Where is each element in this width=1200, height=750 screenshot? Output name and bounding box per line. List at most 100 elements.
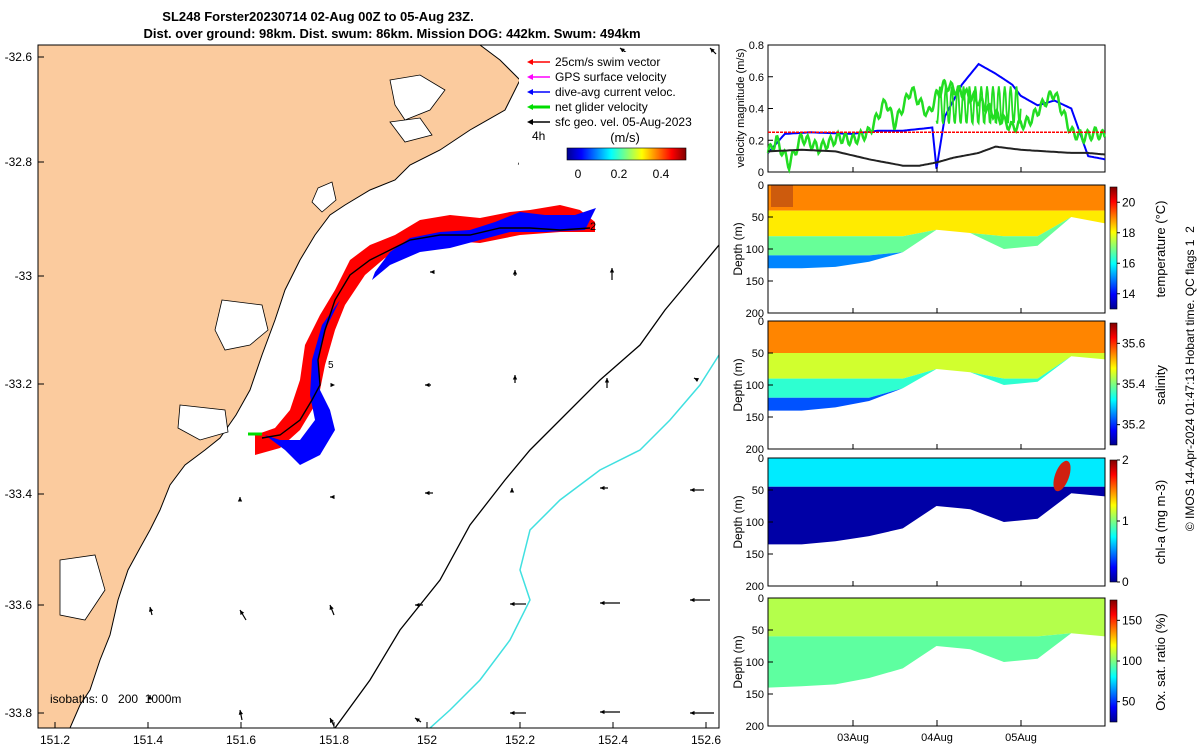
colorbar-tick-label: 0: [1122, 575, 1129, 589]
depth-tick-label: 50: [752, 625, 764, 637]
colorbar-tick-label: 2: [1122, 453, 1129, 467]
velocity-panel: 0 0.2 0.4 0.6 0.8 velocity magnitude (m/s): [735, 40, 1107, 179]
colorbar-label: Ox. sat. ratio (%): [1153, 613, 1168, 711]
geo-velocity-arrowhead: [512, 375, 518, 380]
legend-arrowhead: [527, 89, 533, 95]
lat-axis: -32.6 -32.8 -33 -33.2 -33.4 -33.6 -33.8: [5, 50, 44, 720]
lon-tick-label: 151.4: [133, 733, 163, 747]
geo-velocity-arrowhead: [609, 268, 615, 273]
lat-tick-label: -32.6: [5, 50, 33, 64]
legend-arrowhead: [527, 119, 533, 125]
title-line1: SL248 Forster20230714 02-Aug 00Z to 05-A…: [162, 9, 473, 24]
geo-velocity-arrowhead: [415, 602, 420, 608]
isobaths-label: isobaths: 0 200 1000m: [50, 692, 181, 706]
section-panel: 0 50 100 150 200 Depth (m) 50 100 150 Ox. sat. ra…: [731, 593, 1168, 733]
lake-3: [59, 554, 106, 621]
lon-axis: 151.2 151.4 151.6 151.8 152 152.2 152.4 152.6: [40, 722, 721, 747]
depth-tick-label: 100: [746, 657, 764, 669]
lat-tick-label: -33.4: [5, 487, 33, 501]
section-panel: 0 50 100 150 200 Depth (m) 14 16 18 20 temperature…: [731, 180, 1168, 320]
track-label-day5: 5: [328, 360, 334, 371]
depth-tick-label: 200: [746, 444, 764, 456]
footer-qc-text: QC flags 1 2: [1183, 226, 1197, 296]
lon-tick-label: 151.2: [40, 733, 70, 747]
velocity-series-line: [767, 62, 1106, 169]
depth-tick-label: 0: [758, 453, 764, 465]
section-layer: [768, 356, 1105, 411]
lat-tick-label: -33.2: [5, 377, 33, 391]
colorbar-tick-label: 100: [1122, 654, 1142, 668]
legend-label: GPS surface velocity: [555, 70, 666, 84]
geo-velocity-arrowhead: [238, 710, 244, 715]
section-colorbar: [1109, 459, 1118, 583]
legend-arrowhead: [527, 74, 533, 80]
depth-tick-label: 100: [746, 244, 764, 256]
colorbar-tick-2: 0.4: [653, 167, 670, 181]
geo-velocity-arrowhead: [690, 487, 695, 493]
lat-tick-label: -33: [15, 269, 33, 283]
isobath-1000m: [429, 354, 719, 728]
geo-velocity-arrowhead: [600, 709, 605, 715]
geo-velocity-arrowhead: [415, 718, 420, 723]
estuary-2: [389, 117, 433, 143]
geo-velocity-arrowhead: [237, 497, 243, 502]
section-panel: 0 50 100 150 200 Depth (m) 35.2 35.4 35.6 salinit…: [731, 316, 1168, 456]
geo-velocity-arrowhead: [620, 48, 625, 53]
colorbar-label: chl-a (mg m-3): [1153, 480, 1168, 565]
velocity-tick-label: 0.2: [749, 135, 764, 147]
colorbar-tick-label: 35.4: [1122, 377, 1146, 391]
current-vector-band-2: [265, 300, 340, 465]
depth-tick-label: 50: [752, 348, 764, 360]
colorbar-tick-label: 1: [1122, 514, 1129, 528]
colorbar-tick-label: 150: [1122, 613, 1142, 627]
geo-velocity-arrowhead: [329, 605, 334, 610]
lake-1: [214, 299, 269, 351]
velocity-series-oscillation: [935, 86, 1022, 127]
time-tick-label: 04Aug: [921, 732, 953, 744]
current-vector-band: [372, 208, 596, 280]
colorbar-tick-label: 35.2: [1122, 418, 1146, 432]
colorbar-tick-label: 35.6: [1122, 336, 1146, 350]
colorbar-tick-label: 50: [1122, 695, 1136, 709]
time-tick-label: 05Aug: [1005, 732, 1037, 744]
depth-tick-label: 200: [746, 581, 764, 593]
geo-velocity-arrowhead: [690, 710, 695, 716]
speed-colorbar: [566, 147, 687, 161]
geo-velocity-arrowhead: [240, 610, 245, 615]
geostrophic-arrows: [147, 47, 717, 727]
depth-tick-label: 150: [746, 276, 764, 288]
lat-tick-label: -33.8: [5, 706, 33, 720]
depth-axis-label: Depth (m): [731, 222, 745, 275]
lon-tick-label: 152: [417, 733, 437, 747]
lon-tick-label: 152.4: [598, 733, 628, 747]
depth-tick-label: 200: [746, 308, 764, 320]
section-layer: [768, 210, 1105, 237]
legend-arrowhead: [527, 59, 533, 65]
legend-label: 25cm/s swim vector: [555, 55, 660, 69]
velocity-ylabel: velocity magnitude (m/s): [735, 48, 747, 167]
geo-velocity-arrowhead: [147, 695, 153, 700]
geo-velocity-arrowhead: [694, 378, 699, 382]
section-layer: [768, 185, 1105, 211]
depth-tick-label: 150: [746, 412, 764, 424]
warm-patch: [771, 185, 793, 207]
glider-track: [261, 227, 591, 439]
colorbar-label: temperature (°C): [1153, 201, 1168, 298]
lon-tick-label: 152.2: [505, 733, 535, 747]
section-layer: [768, 217, 1105, 256]
geo-velocity-arrowhead: [330, 494, 335, 500]
colorbar-tick-label: 14: [1122, 287, 1136, 301]
geo-velocity-arrowhead: [600, 485, 605, 491]
title-line2: Dist. over ground: 98km. Dist. swum: 86k…: [143, 26, 640, 41]
geo-velocity-arrowhead: [330, 382, 335, 388]
geo-velocity-arrowhead: [510, 601, 515, 607]
section-layer: [768, 321, 1105, 353]
legend-label: net glider velocity: [555, 100, 648, 114]
section-colorbar: [1109, 599, 1118, 723]
legend-label: dive-avg current veloc.: [555, 85, 676, 99]
section-layer: [768, 353, 1105, 379]
depth-tick-label: 0: [758, 593, 764, 605]
geo-velocity-arrowhead: [690, 597, 695, 603]
